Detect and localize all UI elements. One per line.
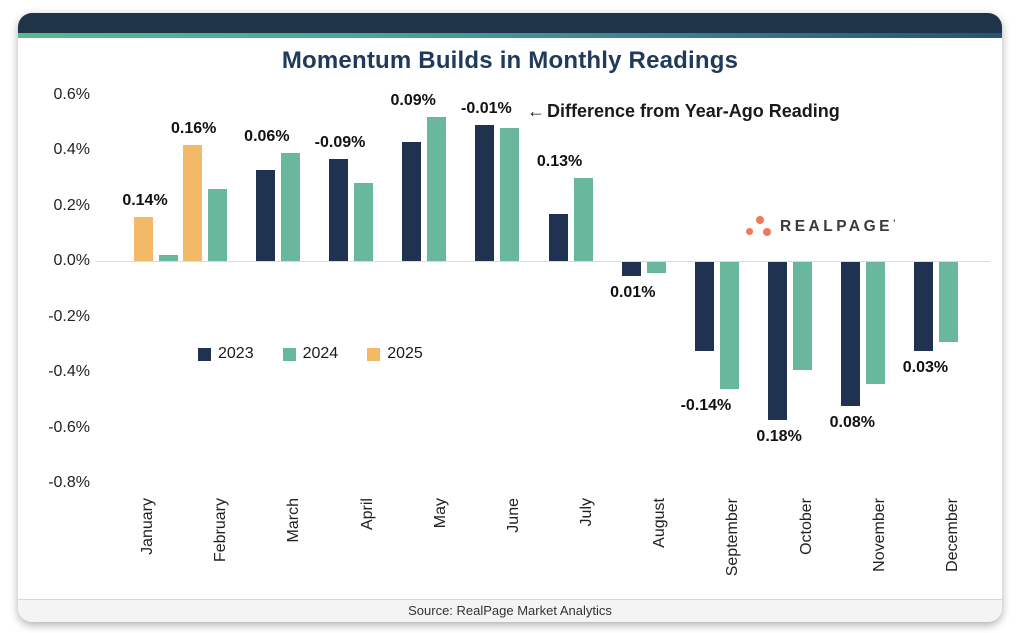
y-axis-tick-0.4%: 0.4% — [53, 141, 90, 159]
x-axis-label-september: September — [724, 498, 742, 577]
y-axis-tick-0.2%: 0.2% — [53, 196, 90, 214]
legend-label-2023: 2023 — [218, 345, 254, 362]
difference-annotation: ← Difference from Year-Ago Reading — [527, 101, 840, 122]
plot-area: 0.6% 0.4% 0.2% 0.0% -0.2% -0.4% -0.6% -0.8% 0.14… — [18, 13, 1002, 622]
legend-item-2024: 2024 — [282, 345, 339, 363]
value-label-march: 0.06% — [244, 127, 290, 145]
x-axis-label-june: June — [504, 498, 522, 533]
bar-2023-june — [475, 125, 495, 261]
legend: 2023 2024 2025 — [198, 345, 423, 363]
legend-item-2023: 2023 — [198, 345, 254, 363]
legend-label-2024: 2024 — [302, 345, 339, 362]
value-label-september: -0.14% — [680, 397, 732, 415]
bar-2023-september — [694, 262, 714, 351]
x-axis-label-may: May — [431, 498, 449, 529]
bar-2024-february — [207, 188, 227, 261]
value-label-july: 0.13% — [536, 152, 583, 170]
bar-2024-december — [939, 262, 959, 343]
bar-2023-august — [621, 262, 641, 276]
zero-axis-line — [95, 261, 990, 262]
realpage-logo-text: REALPAGE’ — [780, 217, 896, 235]
value-label-january: 0.14% — [122, 191, 168, 209]
value-label-october: 0.18% — [756, 427, 802, 445]
card-header-bar — [18, 13, 1002, 33]
bar-2023-december — [914, 262, 934, 351]
source-text: Source: RealPage Market Analytics — [408, 603, 612, 618]
value-label-august: 0.01% — [610, 283, 656, 301]
legend-swatch-2023 — [198, 347, 211, 361]
y-axis-tick-0.6%: 0.6% — [53, 86, 90, 103]
value-label-december: 0.03% — [902, 358, 949, 376]
bar-2024-august — [646, 262, 666, 274]
bar-2024-may — [427, 116, 447, 261]
legend-swatch-2025 — [367, 347, 381, 361]
bar-2024-march — [280, 152, 300, 261]
x-axis-label-march: March — [285, 498, 303, 543]
legend-swatch-2024 — [282, 347, 296, 361]
chart-title: Momentum Builds in Monthly Readings — [281, 47, 739, 74]
annotation-text: Difference from Year-Ago Reading — [547, 101, 840, 121]
y-axis-tick--0.4%: -0.4% — [48, 363, 90, 381]
y-axis-tick--0.8%: -0.8% — [48, 474, 90, 491]
bar-2024-january — [159, 255, 178, 261]
bar-2023-march — [255, 169, 275, 261]
x-axis-label-july: July — [578, 498, 596, 527]
y-axis-tick--0.2%: -0.2% — [48, 307, 90, 325]
x-axis-label-april: April — [358, 498, 376, 531]
x-axis-label-january: January — [139, 498, 156, 555]
trademark-mark: ’ — [892, 217, 896, 228]
value-label-may: 0.09% — [390, 91, 436, 109]
bar-2025-january — [134, 216, 153, 261]
x-axis-label-february: February — [212, 498, 230, 563]
x-axis-label-august: August — [651, 498, 669, 548]
bar-2024-april — [354, 183, 374, 261]
bar-2023-may — [402, 141, 422, 261]
bar-2024-november — [866, 262, 886, 384]
value-label-november: 0.08% — [829, 414, 875, 432]
bar-2023-july — [548, 213, 568, 261]
x-axis-label-december: December — [943, 498, 961, 572]
bar-2025-february — [182, 144, 202, 261]
x-axis-label-october: October — [797, 498, 815, 555]
source-footer: Source: RealPage Market Analytics — [18, 599, 1002, 622]
bar-2023-october — [768, 262, 788, 420]
bar-2023-april — [329, 158, 349, 261]
realpage-logo: REALPAGE’ — [744, 213, 896, 240]
value-label-february: 0.16% — [170, 119, 217, 137]
bar-2024-july — [573, 177, 593, 261]
bar-2024-october — [793, 262, 813, 371]
legend-label-2025: 2025 — [387, 345, 423, 362]
accent-strip — [18, 33, 1002, 38]
value-label-april: -0.09% — [314, 133, 366, 151]
left-arrow-icon: ← — [527, 101, 545, 121]
value-label-june: -0.01% — [461, 100, 512, 118]
bar-2024-june — [500, 128, 520, 261]
legend-item-2025: 2025 — [367, 345, 423, 363]
chart-card: Momentum Builds in Monthly Readings ← Dif… — [18, 13, 1002, 622]
y-axis-tick-0.0%: 0.0% — [53, 252, 90, 270]
bar-2024-september — [719, 262, 739, 390]
realpage-dots-icon — [744, 213, 773, 240]
y-axis-tick--0.6%: -0.6% — [48, 418, 90, 436]
bar-2023-november — [841, 262, 861, 407]
x-axis-label-november: November — [870, 498, 888, 572]
